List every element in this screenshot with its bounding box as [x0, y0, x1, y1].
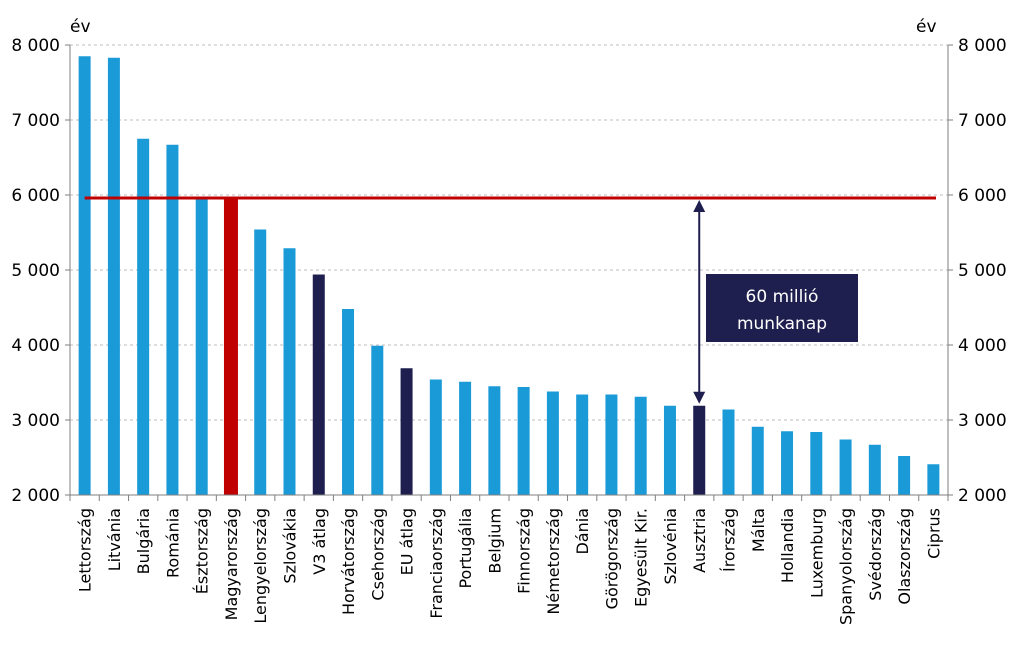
x-category-label: Románia	[163, 508, 182, 578]
bar	[107, 57, 120, 495]
x-category-label: Franciaország	[427, 508, 446, 619]
bar	[342, 309, 355, 495]
x-category-label: Bulgária	[134, 508, 153, 574]
bar	[429, 379, 442, 495]
y-tick-label-left: 6 000	[11, 186, 60, 206]
annotation-text-line-2: munkanap	[737, 314, 827, 334]
x-category-label: Németország	[544, 508, 563, 615]
annotation-box	[706, 274, 858, 342]
axes	[65, 44, 953, 501]
grid-lines	[70, 44, 948, 421]
y-axis-left-unit: év	[70, 17, 91, 37]
x-category-label: Magyarország	[222, 508, 241, 620]
x-category-label: Szlovénia	[661, 508, 680, 585]
x-category-label: V3 átlag	[310, 508, 329, 575]
x-category-label: Észtország	[193, 508, 212, 594]
bar	[898, 456, 911, 495]
bar	[868, 444, 881, 495]
bar	[663, 405, 676, 495]
bar	[137, 138, 150, 495]
bar	[546, 391, 559, 495]
bar	[254, 229, 267, 495]
bar	[605, 394, 618, 495]
y-tick-label-right: 3 000	[958, 411, 1007, 431]
y-tick-label-right: 5 000	[958, 261, 1007, 281]
x-category-label: EU átlag	[398, 508, 417, 575]
bar	[223, 198, 238, 495]
y-tick-label-left: 4 000	[11, 336, 60, 356]
x-category-label: Írország	[720, 508, 739, 572]
y-tick-label-left: 8 000	[11, 36, 60, 56]
annotation-arrow-head-top	[693, 200, 706, 212]
annotation-arrow-head-bottom	[693, 391, 706, 404]
x-category-label: Egyesült Kir.	[632, 508, 651, 607]
annotation-group: 60 millió munkanap	[693, 200, 858, 404]
bar	[517, 387, 530, 495]
bar	[400, 368, 413, 495]
y-tick-label-left: 5 000	[11, 261, 60, 281]
y-tick-label-right: 4 000	[958, 336, 1007, 356]
x-category-label: Ausztria	[690, 508, 709, 573]
bar	[488, 386, 501, 495]
x-axis-labels: Lettország Litvánia Bulgária Románia Észtors…	[76, 508, 944, 625]
annotation-text-line-1: 60 millió	[746, 287, 819, 307]
bar	[693, 405, 706, 495]
x-category-label: Szlovákia	[281, 508, 300, 584]
bar	[576, 394, 589, 495]
y-tick-label-right: 7 000	[958, 111, 1007, 131]
y-axis-right-unit: év	[916, 17, 937, 37]
x-category-label: Horvátország	[339, 508, 358, 615]
y-tick-label-right: 6 000	[958, 186, 1007, 206]
bar	[839, 439, 852, 495]
x-category-label: Málta	[749, 508, 768, 552]
x-category-label: Olaszország	[895, 508, 914, 605]
y-tick-label-left: 7 000	[11, 111, 60, 131]
y-tick-label-right: 8 000	[958, 36, 1007, 56]
y-tick-label-left: 3 000	[11, 411, 60, 431]
x-category-label: Finnország	[515, 508, 534, 594]
bar	[195, 198, 208, 495]
bar	[371, 345, 384, 495]
x-category-label: Ciprus	[924, 508, 943, 559]
x-category-label: Görögország	[602, 508, 621, 609]
x-category-label: Lengyelország	[251, 508, 270, 624]
bar	[459, 381, 472, 495]
y-tick-label-left: 2 000	[11, 486, 60, 506]
bar	[166, 144, 179, 495]
x-category-label: Belgium	[485, 508, 504, 574]
bar	[722, 409, 735, 495]
y-axis-right-ticks: 2 000 3 000 4 000 5 000 6 000 7 000 8 000	[958, 36, 1007, 506]
x-category-label: Spanyolország	[837, 508, 856, 625]
x-category-label: Dánia	[573, 508, 592, 555]
bar	[283, 248, 296, 495]
x-category-label: Litvánia	[105, 508, 124, 571]
bar	[781, 431, 794, 495]
x-category-label: Luxemburg	[807, 508, 826, 598]
x-category-label: Csehország	[368, 508, 387, 601]
y-tick-label-right: 2 000	[958, 486, 1007, 506]
y-axis-left-ticks: 2 000 3 000 4 000 5 000 6 000 7 000 8 000	[11, 36, 60, 506]
x-category-label: Portugália	[456, 508, 475, 589]
bar	[751, 426, 764, 495]
bar	[927, 464, 940, 495]
bar	[810, 432, 823, 495]
bars	[78, 56, 940, 495]
bar	[634, 396, 647, 495]
x-category-label: Hollandia	[778, 508, 797, 583]
bar	[78, 56, 91, 495]
bar	[312, 274, 325, 495]
x-category-label: Svédország	[866, 508, 885, 601]
x-category-label: Lettország	[76, 508, 95, 592]
